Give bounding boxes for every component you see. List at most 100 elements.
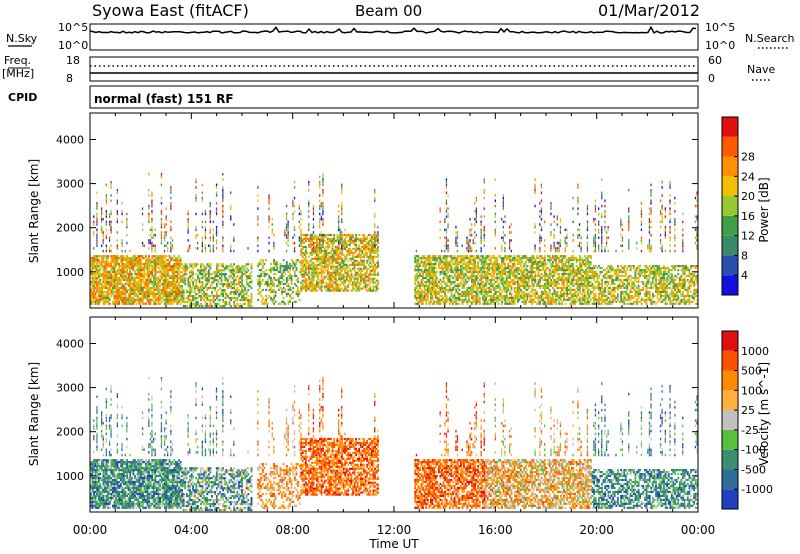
power-cell [466, 302, 469, 305]
power-cell [319, 212, 321, 216]
power-cell [485, 290, 487, 293]
power-cell [458, 255, 461, 258]
power-cell [108, 249, 111, 253]
power-cell [483, 231, 485, 234]
power-cell [118, 290, 121, 293]
power-cell [268, 294, 271, 297]
power-cell [452, 296, 454, 299]
power-cell [488, 255, 491, 258]
power-cell [245, 283, 248, 286]
power-cell [334, 247, 337, 250]
power-cell [510, 280, 513, 284]
power-cell [236, 271, 239, 274]
power-cell [370, 241, 373, 244]
power-cell [361, 261, 364, 264]
power-cell [96, 265, 99, 268]
power-cell [431, 259, 434, 262]
power-cell [165, 292, 168, 295]
power-cell [101, 257, 103, 260]
power-cell [328, 289, 331, 292]
power-cell [293, 210, 296, 213]
power-cell [455, 263, 458, 266]
power-cell [151, 247, 153, 250]
power-cell [209, 249, 211, 253]
power-cell [233, 287, 235, 290]
power-cell [201, 244, 203, 247]
power-cell [499, 278, 502, 282]
power-cell [494, 270, 497, 274]
power-cell [123, 269, 125, 272]
power-cell [94, 261, 97, 264]
power-cell [184, 283, 187, 286]
power-cell [176, 263, 179, 266]
power-cell [134, 286, 136, 289]
power-cell [138, 269, 141, 272]
power-cell [494, 296, 497, 299]
power-cell [156, 286, 158, 289]
power-cell [187, 299, 190, 302]
power-cell [185, 265, 188, 268]
power-cell [369, 271, 372, 274]
power-cell [230, 215, 232, 218]
power-cell [510, 231, 512, 234]
power-cell [490, 282, 492, 286]
power-cell [475, 284, 478, 287]
power-cell [170, 300, 172, 303]
power-cell [222, 293, 224, 296]
power-cell [215, 275, 218, 278]
power-cell [320, 235, 323, 239]
power-cell [247, 263, 250, 266]
power-cell [262, 288, 264, 291]
power-cell [135, 280, 138, 284]
power-cell [105, 228, 107, 232]
power-cell [319, 225, 321, 229]
power-cell [116, 218, 118, 221]
power-cell [178, 284, 180, 287]
power-cell [505, 300, 508, 303]
power-cell [375, 243, 378, 246]
power-cell [417, 302, 420, 305]
power-cell [439, 288, 442, 291]
power-cell [480, 247, 482, 250]
power-cell [349, 237, 351, 241]
power-cell [342, 241, 345, 244]
power-cell [356, 279, 359, 282]
power-cell [524, 278, 527, 282]
power-cell [230, 271, 232, 274]
power-cell [102, 270, 105, 274]
power-cell [311, 277, 314, 280]
power-cell [463, 259, 465, 262]
power-cell [170, 294, 172, 297]
power-cell [96, 223, 98, 226]
power-cell [174, 286, 177, 289]
power-cell [338, 289, 340, 292]
power-cell [336, 259, 339, 262]
power-cell [170, 207, 172, 210]
power-cell [130, 282, 133, 286]
power-cell [327, 273, 329, 276]
power-cell [414, 269, 417, 272]
power-cell [513, 276, 516, 280]
power-cell [480, 280, 483, 284]
power-cell [377, 265, 379, 268]
power-cell [477, 265, 480, 268]
power-cell [231, 291, 234, 294]
power-cell [475, 215, 477, 218]
power-cell [160, 272, 163, 276]
power-cell [455, 239, 457, 242]
power-cell [499, 270, 502, 274]
power-cell [344, 281, 346, 284]
power-cell [182, 275, 185, 278]
power-cell [333, 271, 336, 274]
power-cell [200, 289, 202, 292]
power-cell [152, 302, 155, 305]
power-cell [173, 269, 176, 272]
power-cell [352, 257, 354, 260]
power-cell [145, 286, 147, 289]
power-cell [523, 302, 526, 305]
power-cell [483, 269, 486, 272]
power-cell [159, 280, 161, 284]
power-cell [518, 259, 521, 262]
power-cell [345, 267, 348, 270]
power-cell [311, 235, 314, 239]
